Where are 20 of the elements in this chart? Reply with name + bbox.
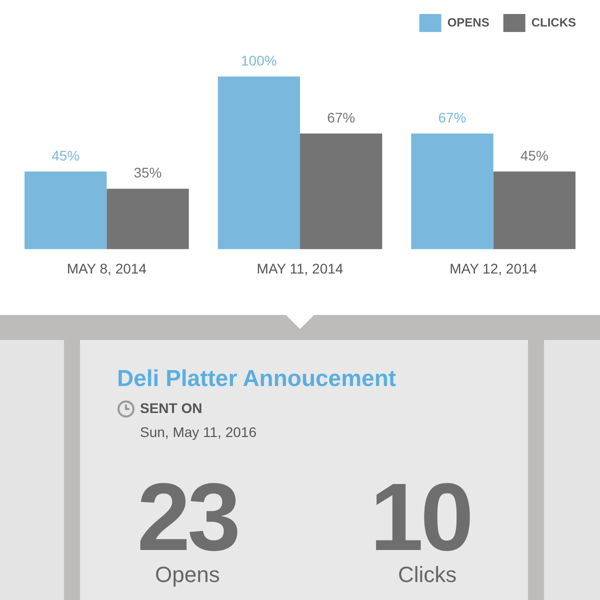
bar: [106, 188, 189, 250]
data-label: 67%: [438, 109, 466, 126]
legend-label: CLICKS: [531, 15, 576, 30]
data-label: 35%: [134, 164, 162, 181]
x-tick-label: MAY 8, 2014: [66, 260, 147, 276]
bar: [411, 134, 494, 250]
text: Sun, May 11, 2016: [140, 424, 256, 440]
bar: [24, 172, 107, 250]
text: SENT ON: [140, 400, 202, 416]
bar: [493, 172, 576, 250]
x-tick-label: MAY 11, 2014: [256, 260, 344, 276]
data-label: 45%: [520, 147, 548, 164]
legend-label: OPENS: [447, 15, 490, 30]
x-tick-label: MAY 12, 2014: [450, 260, 538, 276]
bar: [300, 134, 382, 250]
data-label: 100%: [241, 52, 277, 68]
text: Deli Platter Annoucement: [117, 365, 396, 392]
data-label: 67%: [327, 109, 356, 126]
bar: [218, 76, 300, 250]
data-label: 45%: [52, 147, 80, 164]
